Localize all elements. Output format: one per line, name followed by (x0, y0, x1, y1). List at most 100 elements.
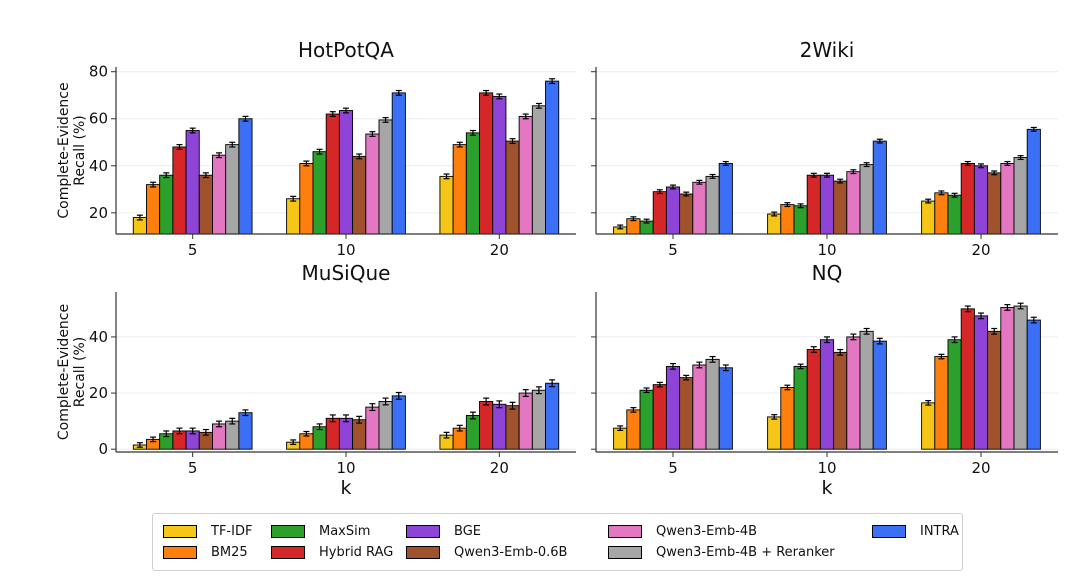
error-bar-bm25-k10 (303, 430, 310, 437)
bar-intra-k5 (718, 367, 733, 450)
legend-swatch (872, 524, 906, 538)
legend-item-hybrid-rag: Hybrid RAG (271, 543, 393, 561)
bar-qwen3-emb-4b-reranker-k10 (859, 164, 874, 235)
legend-swatch (406, 524, 440, 538)
error-bar-bge-k20 (496, 400, 503, 409)
x-tick-label-5: 5 (188, 241, 198, 259)
bar-bge-k5 (185, 130, 200, 235)
x-tick-label-5: 5 (188, 459, 198, 477)
bar-bm25-k20 (934, 192, 949, 235)
y-tick-label: 0 (98, 440, 108, 458)
legend-swatch (271, 524, 305, 538)
error-bar-tf-idf-k5 (136, 214, 143, 221)
legend: TF-IDF BM25 MaxSim Hybrid RAG BGE Qwen3-Emb-0… (152, 513, 963, 571)
error-bar-qwen3-emb-4b-reranker-k10 (382, 397, 389, 406)
error-bar-maxsim-k5 (643, 218, 650, 224)
bar-intra-k20 (1026, 128, 1041, 235)
legend-label: MaxSim (319, 523, 371, 539)
bar-bm25-k10 (780, 386, 795, 450)
error-bar-intra-k20 (549, 78, 556, 85)
bar-hybrid-rag-k10 (806, 349, 821, 450)
error-bar-tf-idf-k10 (290, 195, 297, 202)
error-bar-intra-k5 (722, 364, 729, 372)
bar-bm25-k10 (299, 162, 314, 235)
legend-label: TF-IDF (211, 523, 253, 539)
legend-swatch (163, 524, 197, 538)
error-bar-bm25-k10 (303, 160, 310, 167)
error-bar-qwen3-emb-0-6b-k10 (356, 415, 363, 424)
error-bar-bm25-k20 (938, 353, 945, 360)
error-bar-intra-k5 (242, 409, 249, 417)
x-tick-label-20: 20 (490, 459, 509, 477)
error-bar-qwen3-emb-4b-k20 (1004, 304, 1011, 311)
error-bar-qwen3-emb-0-6b-k10 (837, 178, 844, 184)
bar-hybrid-rag-k10 (806, 174, 821, 235)
bar-qwen3-emb-4b-k10 (365, 133, 380, 235)
legend-item-bm25: BM25 (163, 543, 248, 561)
chart-panel-hotpotqa: 20 40 60 80 5 10 20 HotPotQA Complete-EvidenceRe… (56, 38, 576, 259)
bar-qwen3-emb-0-6b-k5 (198, 174, 213, 235)
legend-item-intra: INTRA (872, 522, 959, 540)
error-bar-qwen3-emb-4b-k5 (216, 420, 223, 428)
bar-maxsim-k10 (793, 205, 808, 235)
bar-qwen3-emb-4b-k20 (1000, 162, 1015, 235)
error-bar-qwen3-emb-4b-reranker-k10 (382, 116, 389, 123)
error-bar-bm25-k5 (150, 181, 157, 188)
bar-qwen3-emb-4b-reranker-k5 (705, 175, 720, 235)
error-bar-hybrid-rag-k5 (656, 381, 663, 388)
bar-qwen3-emb-4b-reranker-k20 (531, 105, 546, 235)
bar-intra-k20 (545, 382, 560, 450)
bar-qwen3-emb-0-6b-k20 (505, 140, 520, 235)
figure: 20 40 60 80 5 10 20 HotPotQA Complete-EvidenceRe… (56, 38, 1058, 499)
legend-item-qwen3-emb-4b: Qwen3-Emb-4B (608, 522, 757, 540)
bar-qwen3-emb-4b-k5 (212, 154, 227, 235)
y-tick-label: 20 (89, 204, 108, 222)
chart-panel-2wiki: 5 10 20 2Wiki (591, 38, 1058, 259)
error-bar-hybrid-rag-k10 (810, 172, 817, 178)
chart-panel-musique: 0 20 40 5 10 20 MuSiQue Complete-EvidenceRecall… (56, 261, 576, 499)
legend-label: Hybrid RAG (319, 544, 394, 560)
legend-swatch (406, 545, 440, 559)
error-bar-maxsim-k10 (316, 423, 323, 431)
error-bar-maxsim-k20 (469, 129, 476, 136)
legend-item-bge: BGE (406, 522, 481, 540)
bar-hybrid-rag-k20 (479, 401, 494, 450)
error-bar-maxsim-k20 (951, 192, 958, 198)
error-bar-intra-k10 (395, 89, 402, 96)
bar-bge-k20 (973, 315, 989, 450)
error-bar-maxsim-k10 (797, 363, 804, 370)
error-bar-maxsim-k10 (316, 148, 323, 155)
bar-qwen3-emb-4b-k20 (518, 115, 533, 235)
error-bar-tf-idf-k20 (443, 431, 450, 439)
error-bar-tf-idf-k5 (617, 224, 624, 230)
panel-title: 2Wiki (800, 38, 855, 62)
bar-qwen3-emb-4b-reranker-k5 (705, 358, 720, 450)
bar-bge-k20 (973, 165, 989, 235)
bar-maxsim-k5 (159, 174, 174, 235)
error-bar-qwen3-emb-0-6b-k20 (509, 401, 516, 410)
x-tick-label-5: 5 (668, 241, 678, 259)
bar-maxsim-k10 (793, 365, 808, 450)
x-tick-label-5: 5 (668, 459, 678, 477)
error-bar-bge-k5 (189, 427, 196, 435)
bar-qwen3-emb-4b-k5 (692, 364, 707, 450)
error-bar-qwen3-emb-4b-k20 (522, 389, 529, 398)
bar-bge-k10 (819, 339, 835, 450)
x-tick-label-20: 20 (971, 459, 990, 477)
error-bar-qwen3-emb-4b-k20 (522, 113, 529, 120)
error-bar-bge-k5 (670, 184, 676, 190)
error-bar-bm25-k5 (150, 436, 157, 443)
bar-maxsim-k20 (947, 339, 962, 450)
error-bar-intra-k20 (549, 379, 556, 388)
error-bar-qwen3-emb-4b-k10 (369, 131, 376, 137)
error-bar-qwen3-emb-4b-reranker-k5 (229, 141, 236, 148)
error-bar-intra-k10 (876, 337, 883, 345)
bar-qwen3-emb-4b-k5 (212, 423, 227, 450)
bar-intra-k5 (718, 162, 733, 235)
error-bar-bm25-k5 (630, 407, 637, 413)
error-bar-qwen3-emb-4b-reranker-k5 (709, 355, 716, 363)
error-bar-tf-idf-k5 (617, 425, 624, 431)
bar-hybrid-rag-k10 (325, 113, 340, 235)
error-bar-hybrid-rag-k10 (810, 346, 817, 353)
bar-maxsim-k10 (312, 151, 327, 235)
